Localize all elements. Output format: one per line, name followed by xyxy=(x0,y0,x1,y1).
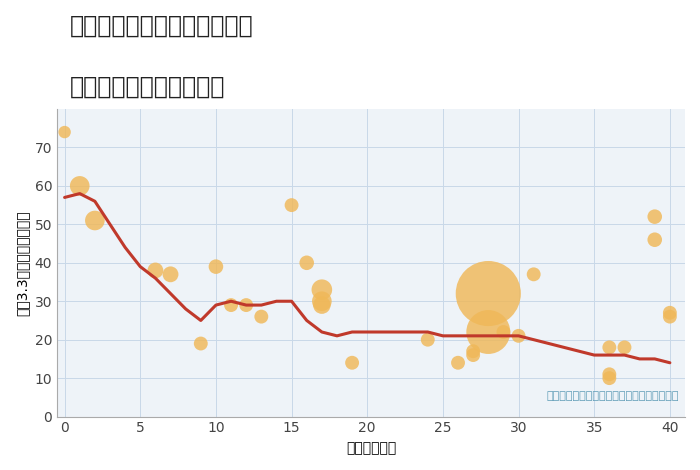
Point xyxy=(195,340,206,347)
Point xyxy=(286,201,297,209)
Point xyxy=(452,359,463,367)
Point xyxy=(513,332,524,340)
Point xyxy=(649,236,660,243)
Point xyxy=(316,301,328,309)
Point xyxy=(603,375,615,382)
Text: 円の大きさは、取引のあった物件面積を示す: 円の大きさは、取引のあった物件面積を示す xyxy=(546,391,679,401)
Point xyxy=(90,217,101,224)
Point xyxy=(468,347,479,355)
Point xyxy=(468,351,479,359)
Point xyxy=(316,286,328,293)
Point xyxy=(483,290,494,298)
Point xyxy=(649,213,660,220)
Point xyxy=(301,259,312,266)
Text: 兵庫県豊岡市出石町田結庄の: 兵庫県豊岡市出石町田結庄の xyxy=(70,14,253,38)
Point xyxy=(225,301,237,309)
X-axis label: 築年数（年）: 築年数（年） xyxy=(346,441,396,455)
Point xyxy=(74,182,85,190)
Point xyxy=(603,344,615,351)
Point xyxy=(498,328,509,336)
Point xyxy=(664,313,676,321)
Point xyxy=(528,271,539,278)
Point xyxy=(241,301,252,309)
Point xyxy=(59,128,70,136)
Text: 築年数別中古戸建て価格: 築年数別中古戸建て価格 xyxy=(70,75,225,99)
Point xyxy=(316,298,328,305)
Point xyxy=(346,359,358,367)
Point xyxy=(150,266,161,274)
Point xyxy=(483,328,494,336)
Point xyxy=(422,336,433,344)
Y-axis label: 坪（3.3㎡）単価（万円）: 坪（3.3㎡）単価（万円） xyxy=(15,210,29,315)
Point xyxy=(256,313,267,321)
Point xyxy=(165,271,176,278)
Point xyxy=(603,370,615,378)
Point xyxy=(664,309,676,316)
Point xyxy=(619,344,630,351)
Point xyxy=(210,263,221,270)
